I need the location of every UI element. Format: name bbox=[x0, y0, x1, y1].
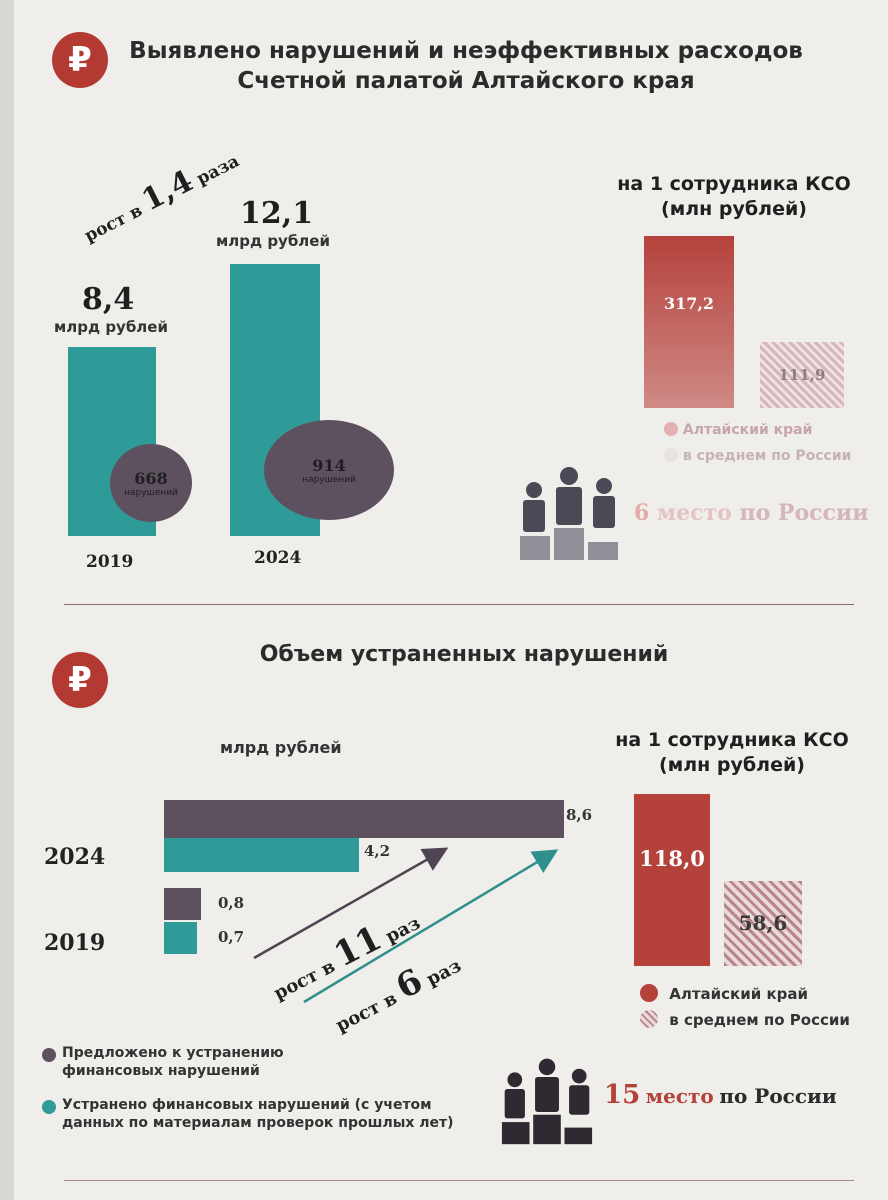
rank-2-number: 15 bbox=[604, 1080, 641, 1110]
violations-2024-unit: нарушений bbox=[302, 474, 356, 485]
legend-russia-2-text: в среднем по России bbox=[669, 1011, 850, 1029]
violations-bubble-2024: 914 нарушений bbox=[264, 420, 394, 520]
people-podium-icon bbox=[520, 467, 618, 560]
section2-unit: млрд рублей bbox=[220, 738, 342, 757]
growth-suffix: раза bbox=[188, 151, 243, 193]
year-2024-h-label: 2024 bbox=[44, 844, 106, 870]
section1-title: Выявлено нарушений и неэффективных расхо… bbox=[106, 36, 826, 96]
per-employee-heading-1-line2: (млн рублей) bbox=[661, 198, 807, 220]
legend-dot-russia-1 bbox=[664, 448, 678, 462]
rank-2: 15 место по России bbox=[604, 1080, 837, 1110]
bar-altai-1-label: 317,2 bbox=[663, 294, 715, 313]
infographic-page: ₽ Выявлено нарушений и неэффективных рас… bbox=[14, 0, 888, 1200]
legend-russia-1: в среднем по России bbox=[664, 448, 851, 464]
year-2024-label: 2024 bbox=[254, 548, 302, 568]
value-2019: 8,4 bbox=[82, 282, 135, 317]
year-2019-label: 2019 bbox=[86, 552, 134, 572]
section1-title-line2: Счетной палатой Алтайского края bbox=[237, 68, 695, 94]
hbar-2024-proposed-value: 8,6 bbox=[566, 806, 593, 824]
section2-title: Объем устраненных нарушений bbox=[259, 642, 669, 667]
per-employee-heading-2: на 1 сотрудника КСО (млн рублей) bbox=[572, 728, 888, 778]
rank-2-word: место bbox=[645, 1084, 714, 1108]
violations-bubble-2019: 668 нарушений bbox=[110, 444, 192, 522]
bar-russia-1: 111,9 bbox=[760, 342, 844, 408]
legend-dot-proposed bbox=[42, 1048, 56, 1062]
hbar-2019-proposed-value: 0,8 bbox=[218, 894, 245, 912]
hbar-2019-eliminated bbox=[164, 922, 197, 954]
per-employee-heading-2-line1: на 1 сотрудника КСО bbox=[615, 729, 849, 751]
legend-dot-altai-2 bbox=[640, 984, 658, 1002]
bar-russia-1-label: 111,9 bbox=[778, 366, 826, 385]
unit-2019: млрд рублей bbox=[54, 318, 168, 336]
rank-2-suffix: по России bbox=[719, 1084, 837, 1108]
violations-2019-count: 668 bbox=[134, 468, 168, 488]
legend-altai-2: Алтайский край bbox=[640, 984, 808, 1003]
per-employee-heading-1-line1: на 1 сотрудника КСО bbox=[617, 173, 851, 195]
legend-russia-2: в среднем по России bbox=[640, 1010, 850, 1029]
legend-altai-2-text: Алтайский край bbox=[669, 985, 809, 1003]
bar-altai-2: 118,0 bbox=[634, 794, 710, 966]
violations-2019-unit: нарушений bbox=[124, 487, 178, 498]
violations-2024-count: 914 bbox=[312, 455, 346, 475]
legend-eliminated-text: Устранено финансовых нарушений (с учетом… bbox=[62, 1097, 454, 1131]
hbar-2024-proposed bbox=[164, 800, 564, 838]
per-employee-heading-1: на 1 сотрудника КСО (млн рублей) bbox=[574, 172, 888, 222]
legend-dot-eliminated bbox=[42, 1100, 56, 1114]
ruble-icon-2: ₽ bbox=[52, 652, 108, 708]
per-employee-heading-2-line2: (млн рублей) bbox=[659, 754, 805, 776]
growth-prefix: рост в bbox=[81, 197, 151, 247]
section1-title-line1: Выявлено нарушений и неэффективных расхо… bbox=[129, 38, 803, 64]
hbar-2019-eliminated-value: 0,7 bbox=[218, 928, 245, 946]
unit-2024: млрд рублей bbox=[216, 232, 330, 250]
growth-arrow-6 bbox=[303, 849, 559, 1004]
bar-russia-2-label: 58,6 bbox=[738, 911, 788, 936]
bar-altai-2-label: 118,0 bbox=[639, 846, 705, 871]
bar-altai-1: 317,2 bbox=[644, 236, 734, 408]
value-2024: 12,1 bbox=[240, 196, 314, 231]
legend-proposed: Предложено к устранению финансовых наруш… bbox=[42, 1044, 372, 1080]
hbar-2024-eliminated-value: 4,2 bbox=[364, 842, 391, 860]
legend-dot-altai-1 bbox=[664, 422, 678, 436]
growth-arrow-11 bbox=[253, 847, 449, 960]
people-podium-icon-2 bbox=[501, 1058, 593, 1145]
bar-russia-2: 58,6 bbox=[724, 880, 802, 966]
hbar-2024-eliminated bbox=[164, 838, 360, 872]
rank-1-number: 6 bbox=[634, 500, 650, 526]
ruble-icon: ₽ bbox=[52, 32, 108, 88]
year-2019-h-label: 2019 bbox=[44, 930, 106, 956]
rank-1-suffix: по России bbox=[739, 500, 869, 526]
bottom-divider bbox=[64, 1180, 854, 1181]
hbar-2019-proposed bbox=[164, 888, 202, 920]
growth-arrows bbox=[253, 847, 559, 1004]
legend-russia-1-text: в среднем по России bbox=[682, 448, 852, 464]
legend-eliminated: Устранено финансовых нарушений (с учетом… bbox=[42, 1096, 462, 1132]
rank-1-word: место bbox=[656, 500, 732, 526]
section-divider bbox=[64, 604, 854, 605]
legend-dot-russia-2 bbox=[640, 1010, 658, 1028]
rank-1: 6 место по России bbox=[634, 500, 869, 526]
legend-altai-1: Алтайский край bbox=[664, 422, 812, 438]
legend-altai-1-text: Алтайский край bbox=[682, 422, 813, 438]
legend-proposed-text: Предложено к устранению финансовых наруш… bbox=[62, 1045, 284, 1079]
